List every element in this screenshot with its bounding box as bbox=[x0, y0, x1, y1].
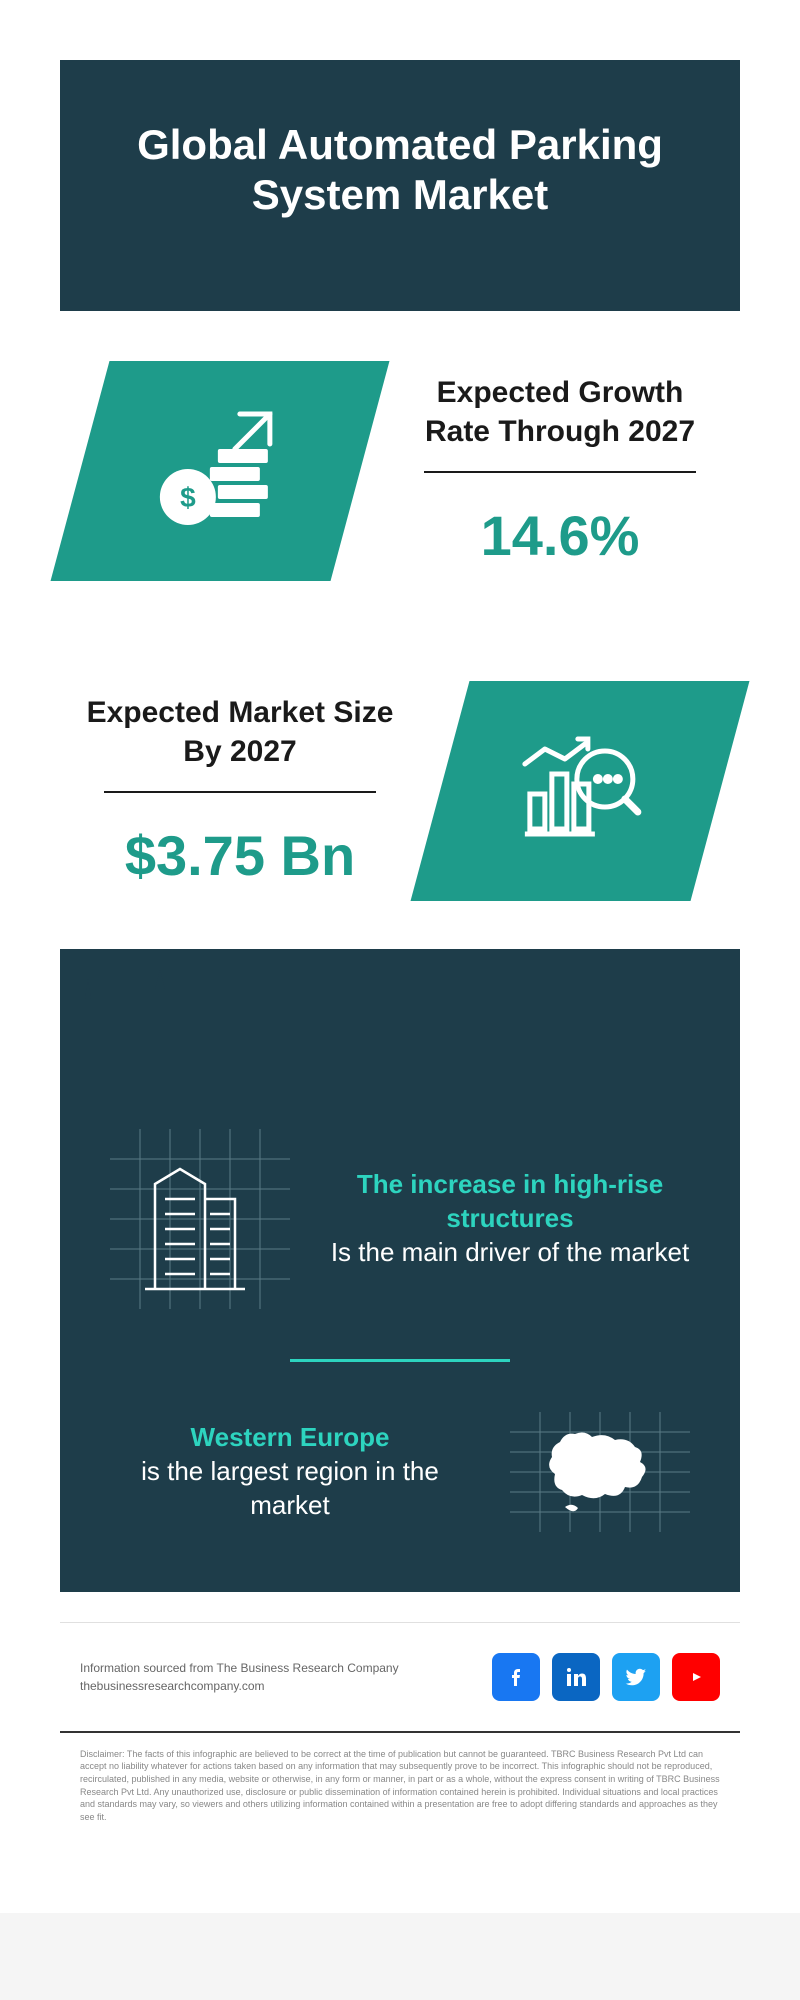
divider-line bbox=[424, 471, 696, 473]
social-icons-row bbox=[492, 1653, 720, 1701]
source-line: Information sourced from The Business Re… bbox=[80, 1661, 399, 1675]
market-size-section: Expected Market Size By 2027 $3.75 Bn bbox=[60, 631, 740, 951]
linkedin-icon[interactable] bbox=[552, 1653, 600, 1701]
region-text-block: Western Europe is the largest region in … bbox=[110, 1421, 470, 1522]
highrise-building-icon bbox=[110, 1129, 290, 1309]
infographic-container: Global Automated Parking System Market bbox=[0, 0, 800, 1913]
header-block: Global Automated Parking System Market bbox=[60, 60, 740, 311]
disclaimer-text: Disclaimer: The facts of this infographi… bbox=[60, 1731, 740, 1854]
region-description: is the largest region in the market bbox=[110, 1455, 470, 1523]
youtube-icon[interactable] bbox=[672, 1653, 720, 1701]
market-icon-shape bbox=[411, 681, 750, 901]
divider-line bbox=[104, 791, 376, 793]
skyline-section bbox=[60, 949, 740, 1089]
driver-highlight: The increase in high-rise structures bbox=[330, 1168, 690, 1236]
driver-description: Is the main driver of the market bbox=[330, 1236, 690, 1270]
chart-analysis-icon bbox=[510, 718, 650, 858]
market-size-text: Expected Market Size By 2027 $3.75 Bn bbox=[80, 693, 400, 888]
market-driver-block: The increase in high-rise structures Is … bbox=[110, 1129, 690, 1309]
source-url: thebusinessresearchcompany.com bbox=[80, 1679, 265, 1693]
region-highlight: Western Europe bbox=[110, 1421, 470, 1455]
growth-rate-section: $ Expected Growth Rate Through 2027 14.6… bbox=[60, 311, 740, 631]
region-block: Western Europe is the largest region in … bbox=[110, 1412, 690, 1532]
section-divider bbox=[290, 1359, 510, 1362]
svg-text:$: $ bbox=[180, 481, 196, 512]
main-title: Global Automated Parking System Market bbox=[100, 120, 700, 221]
growth-rate-text: Expected Growth Rate Through 2027 14.6% bbox=[400, 373, 720, 568]
growth-icon-shape: $ bbox=[51, 361, 390, 581]
footer-section: Information sourced from The Business Re… bbox=[60, 1622, 740, 1721]
twitter-icon[interactable] bbox=[612, 1653, 660, 1701]
insights-section: The increase in high-rise structures Is … bbox=[60, 1089, 740, 1592]
market-size-label: Expected Market Size By 2027 bbox=[80, 693, 400, 771]
footer-source-text: Information sourced from The Business Re… bbox=[80, 1659, 399, 1695]
driver-text-block: The increase in high-rise structures Is … bbox=[330, 1168, 690, 1269]
europe-map-icon bbox=[510, 1412, 690, 1532]
facebook-icon[interactable] bbox=[492, 1653, 540, 1701]
city-skyline-icon bbox=[60, 949, 740, 1089]
growth-rate-label: Expected Growth Rate Through 2027 bbox=[400, 373, 720, 451]
money-growth-icon: $ bbox=[150, 398, 290, 538]
growth-rate-value: 14.6% bbox=[400, 503, 720, 568]
market-size-value: $3.75 Bn bbox=[80, 823, 400, 888]
